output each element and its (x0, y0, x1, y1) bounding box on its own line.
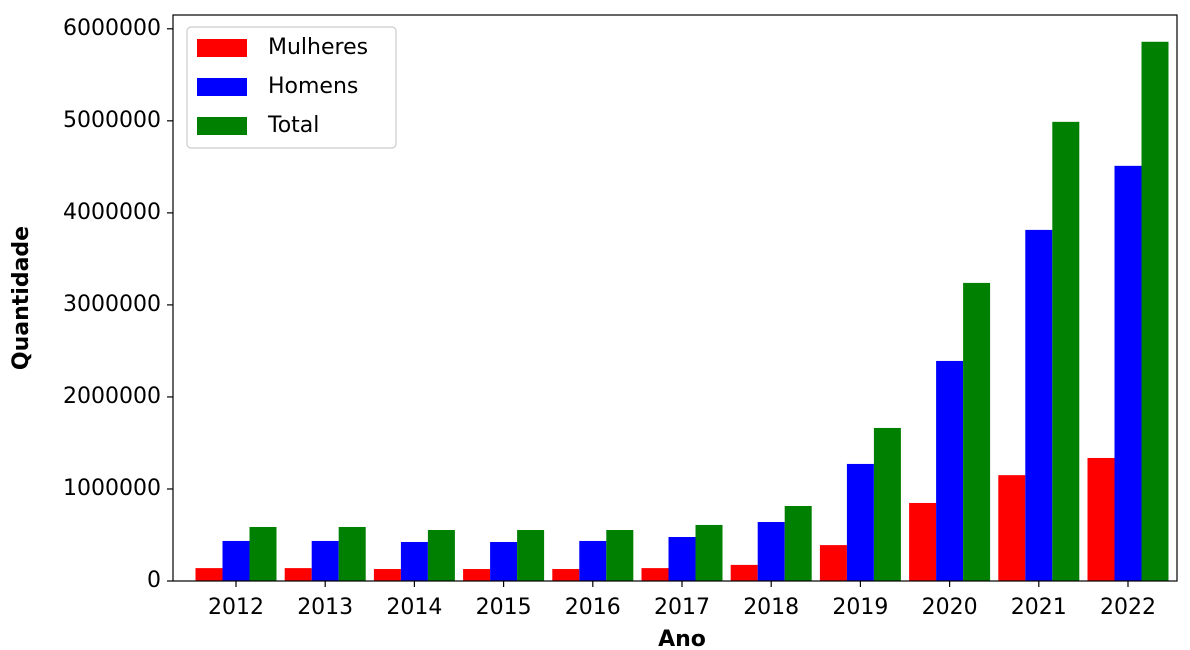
x-tick-label: 2022 (1100, 595, 1156, 620)
x-tick-label: 2018 (743, 595, 799, 620)
bar (641, 568, 669, 581)
bar (909, 502, 937, 581)
x-tick-label: 2012 (208, 595, 264, 620)
legend-label: Total (267, 113, 319, 138)
legend-label: Mulheres (268, 35, 368, 60)
legend-swatch (197, 117, 247, 135)
y-tick-label: 4000000 (63, 200, 161, 225)
bar (222, 540, 250, 581)
bar (490, 541, 518, 581)
bar (579, 540, 607, 581)
y-tick-label: 1000000 (63, 476, 161, 501)
bar (373, 569, 401, 581)
y-tick-label: 6000000 (63, 16, 161, 41)
bar (311, 540, 339, 581)
x-tick-label: 2019 (832, 595, 888, 620)
x-tick-label: 2021 (1011, 595, 1067, 620)
y-tick-label: 0 (147, 568, 161, 593)
bar (249, 526, 277, 581)
bar (695, 524, 723, 581)
bar (1052, 121, 1080, 581)
bar (730, 564, 758, 581)
legend-swatch (197, 78, 247, 96)
x-tick-label: 2017 (654, 595, 710, 620)
x-tick-label: 2016 (565, 595, 621, 620)
bar (284, 568, 312, 581)
bar (963, 282, 991, 581)
bar (757, 522, 785, 581)
bar (846, 463, 874, 581)
bar (517, 530, 545, 581)
bar (873, 427, 901, 581)
x-tick-label: 2014 (386, 595, 442, 620)
bar (1141, 41, 1169, 581)
bar (998, 475, 1026, 581)
x-axis-label: Ano (658, 627, 706, 650)
bar (1087, 457, 1115, 581)
bar (552, 569, 580, 581)
bar (784, 505, 812, 581)
bar (463, 569, 491, 581)
x-tick-label: 2015 (476, 595, 532, 620)
bar (936, 360, 964, 581)
legend-label: Homens (268, 74, 358, 99)
bar (819, 545, 847, 581)
y-axis-label: Quantidade (9, 226, 34, 370)
y-tick-label: 5000000 (63, 108, 161, 133)
bar (400, 541, 428, 581)
bar (1025, 229, 1053, 581)
bar (195, 568, 223, 581)
bar (1114, 165, 1142, 581)
x-tick-label: 2020 (922, 595, 978, 620)
legend-swatch (197, 39, 247, 57)
y-tick-label: 2000000 (63, 384, 161, 409)
plot-frame (172, 14, 1178, 582)
bar (668, 537, 696, 581)
bar (427, 530, 455, 581)
bar (606, 530, 634, 581)
y-tick-label: 3000000 (63, 292, 161, 317)
x-tick-label: 2013 (297, 595, 353, 620)
bar (338, 526, 366, 581)
